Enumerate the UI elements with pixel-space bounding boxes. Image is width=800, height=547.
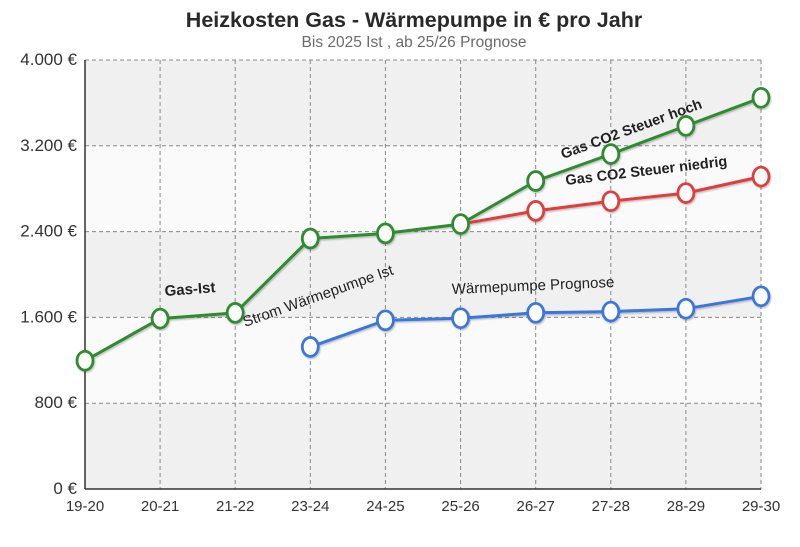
svg-text:19-20: 19-20 <box>66 498 104 515</box>
svg-text:27-28: 27-28 <box>592 498 630 515</box>
svg-text:4.000 €: 4.000 € <box>20 50 77 69</box>
svg-text:24-25: 24-25 <box>366 498 404 515</box>
svg-text:1.600 €: 1.600 € <box>20 307 77 326</box>
svg-text:800 €: 800 € <box>34 393 77 412</box>
svg-text:2.400 €: 2.400 € <box>20 222 77 241</box>
svg-text:25-26: 25-26 <box>441 498 479 515</box>
svg-text:21-22: 21-22 <box>216 498 254 515</box>
svg-text:20-21: 20-21 <box>141 498 179 515</box>
svg-text:23-24: 23-24 <box>291 498 329 515</box>
svg-text:29-30: 29-30 <box>742 498 780 515</box>
svg-text:28-29: 28-29 <box>667 498 705 515</box>
svg-text:3.200 €: 3.200 € <box>20 136 77 155</box>
svg-text:26-27: 26-27 <box>517 498 555 515</box>
svg-text:0 €: 0 € <box>53 479 77 498</box>
